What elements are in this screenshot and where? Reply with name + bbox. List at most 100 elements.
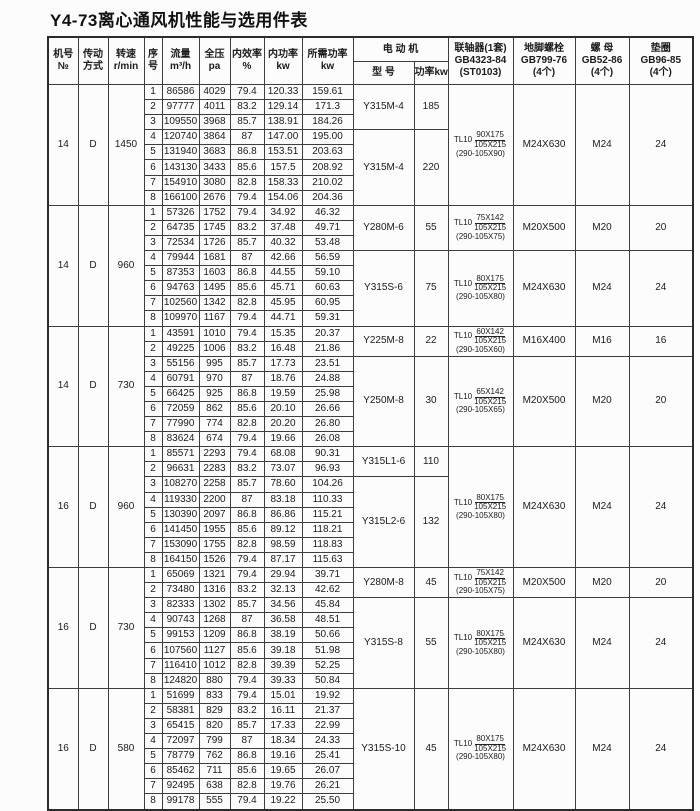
table-row: 8 124820 880 79.4 39.33 50.84 xyxy=(48,672,693,689)
efficiency-cell: 79.4 xyxy=(229,793,265,810)
required-power-cell: 210.02 xyxy=(301,174,354,191)
coupling-cell: TL10 75X142 105X215 (290-105X75) xyxy=(447,566,514,599)
required-power-cell: 50.66 xyxy=(301,627,354,644)
col-header-motor: 电 动 机 xyxy=(352,36,449,62)
washer-cell: 20 xyxy=(628,566,694,599)
flow-cell: 65069 xyxy=(161,566,200,584)
required-power-cell: 90.31 xyxy=(301,446,354,463)
inner-power-cell: 40.32 xyxy=(263,234,303,252)
inner-power-cell: 18.76 xyxy=(263,370,303,387)
efficiency-cell: 86.8 xyxy=(229,265,265,282)
pressure-cell: 774 xyxy=(198,416,231,433)
pressure-cell: 3864 xyxy=(198,129,231,146)
motor-model-cell: Y250M-8 xyxy=(352,355,415,448)
table-row: 2 49225 1006 83.2 16.48 21.86 xyxy=(48,340,693,357)
required-power-cell: 195.00 xyxy=(301,129,354,146)
seq-cell: 7 xyxy=(143,657,163,674)
efficiency-cell: 86.8 xyxy=(229,506,265,523)
pressure-cell: 1603 xyxy=(198,265,231,282)
inner-power-cell: 45.71 xyxy=(263,280,303,297)
pressure-cell: 820 xyxy=(198,717,231,735)
motor-model-cell: Y315S-8 xyxy=(352,597,415,689)
coupling-cell: TL10 75X142 105X215 (290-105X75) xyxy=(447,204,514,252)
flow-cell: 96631 xyxy=(161,461,200,478)
inner-power-cell: 45.95 xyxy=(263,295,303,312)
col-header-washer: 垫圈 GB96-85 (4个) xyxy=(628,36,694,85)
efficiency-cell: 85.6 xyxy=(229,763,265,780)
drive-cell: D xyxy=(77,687,109,811)
flow-cell: 58381 xyxy=(161,702,200,719)
drive-cell: D xyxy=(77,325,109,448)
inner-power-cell: 78.60 xyxy=(263,476,303,493)
pressure-cell: 674 xyxy=(198,431,231,448)
fan-no-cell: 14 xyxy=(47,325,79,448)
seq-cell: 4 xyxy=(143,129,163,146)
inner-power-cell: 39.18 xyxy=(263,642,303,659)
pressure-cell: 829 xyxy=(198,702,231,719)
seq-cell: 2 xyxy=(143,219,163,236)
fan-no-cell: 16 xyxy=(47,446,79,568)
inner-power-cell: 73.07 xyxy=(263,461,303,478)
seq-cell: 4 xyxy=(143,612,163,629)
table-row: 2 64735 1745 83.2 37.48 49.71 xyxy=(48,219,693,236)
required-power-cell: 50.84 xyxy=(301,672,354,689)
required-power-cell: 26.66 xyxy=(301,400,354,418)
table-row: 3 55156 995 85.7 17.73 23.51 Y250M-8 30 TL10 65X1… xyxy=(48,355,694,448)
efficiency-cell: 85.7 xyxy=(229,597,265,614)
table-row: 7 153090 1755 82.8 98.59 118.83 xyxy=(48,536,693,553)
required-power-cell: 159.61 xyxy=(301,83,354,101)
table-row: 5 78779 762 86.8 19.16 25.41 xyxy=(48,748,693,765)
table-header: 机号 № 传动 方式 转速 r/min 序号 流量 m³/h 全压 pa 内效率% 内功率… xyxy=(47,36,694,85)
col-header-efficiency: 内效率% xyxy=(229,36,265,85)
pressure-cell: 1752 xyxy=(198,204,231,221)
bolt-cell: M24X630 xyxy=(512,597,576,689)
bolt-cell: M16X400 xyxy=(512,325,576,357)
inner-power-cell: 86.86 xyxy=(263,506,303,523)
inner-power-cell: 147.00 xyxy=(263,129,303,146)
efficiency-cell: 85.7 xyxy=(229,114,265,131)
washer-cell: 24 xyxy=(628,446,694,568)
table-row: 5 66425 925 86.8 19.59 25.98 xyxy=(48,385,693,402)
inner-power-cell: 32.13 xyxy=(263,582,303,599)
efficiency-cell: 85.7 xyxy=(229,476,265,493)
pressure-cell: 2676 xyxy=(198,189,231,206)
pressure-cell: 1268 xyxy=(198,612,231,629)
drive-cell: D xyxy=(77,567,109,689)
motor-model-cell: Y280M-8 xyxy=(352,566,415,599)
inner-power-cell: 154.06 xyxy=(263,189,303,206)
inner-power-cell: 39.39 xyxy=(263,657,303,674)
flow-cell: 141450 xyxy=(161,521,200,538)
seq-cell: 5 xyxy=(143,144,163,161)
flow-cell: 143130 xyxy=(161,159,200,176)
seq-cell: 8 xyxy=(143,310,163,327)
efficiency-cell: 82.8 xyxy=(229,295,265,312)
efficiency-cell: 87 xyxy=(229,129,265,146)
required-power-cell: 96.93 xyxy=(301,461,354,478)
pressure-cell: 1342 xyxy=(198,295,231,312)
motor-power-cell: 45 xyxy=(413,566,449,599)
efficiency-cell: 87 xyxy=(229,733,265,750)
inner-power-cell: 15.35 xyxy=(263,325,303,342)
required-power-cell: 60.95 xyxy=(301,295,354,312)
pressure-cell: 925 xyxy=(198,385,231,402)
pressure-cell: 1321 xyxy=(198,566,231,584)
inner-power-cell: 36.58 xyxy=(263,612,303,629)
page-title: Y4-73离心通风机性能与选用件表 xyxy=(50,11,308,30)
seq-cell: 5 xyxy=(143,265,163,282)
washer-cell: 24 xyxy=(628,597,694,689)
fan-no-cell: 16 xyxy=(47,687,79,811)
inner-power-cell: 18.34 xyxy=(263,733,303,750)
flow-cell: 72059 xyxy=(161,400,200,418)
inner-power-cell: 44.55 xyxy=(263,265,303,282)
efficiency-cell: 82.8 xyxy=(229,657,265,674)
motor-power-cell: 132 xyxy=(413,476,449,568)
seq-cell: 4 xyxy=(143,250,163,267)
pressure-cell: 1526 xyxy=(198,551,231,569)
seq-cell: 6 xyxy=(143,642,163,659)
coupling-cell: TL10 65X142 105X215 (290-105X65) xyxy=(447,355,514,448)
pressure-cell: 1745 xyxy=(198,219,231,236)
motor-power-cell: 30 xyxy=(413,355,449,448)
required-power-cell: 104.26 xyxy=(301,476,354,493)
efficiency-cell: 85.6 xyxy=(229,159,265,176)
seq-cell: 6 xyxy=(143,521,163,538)
